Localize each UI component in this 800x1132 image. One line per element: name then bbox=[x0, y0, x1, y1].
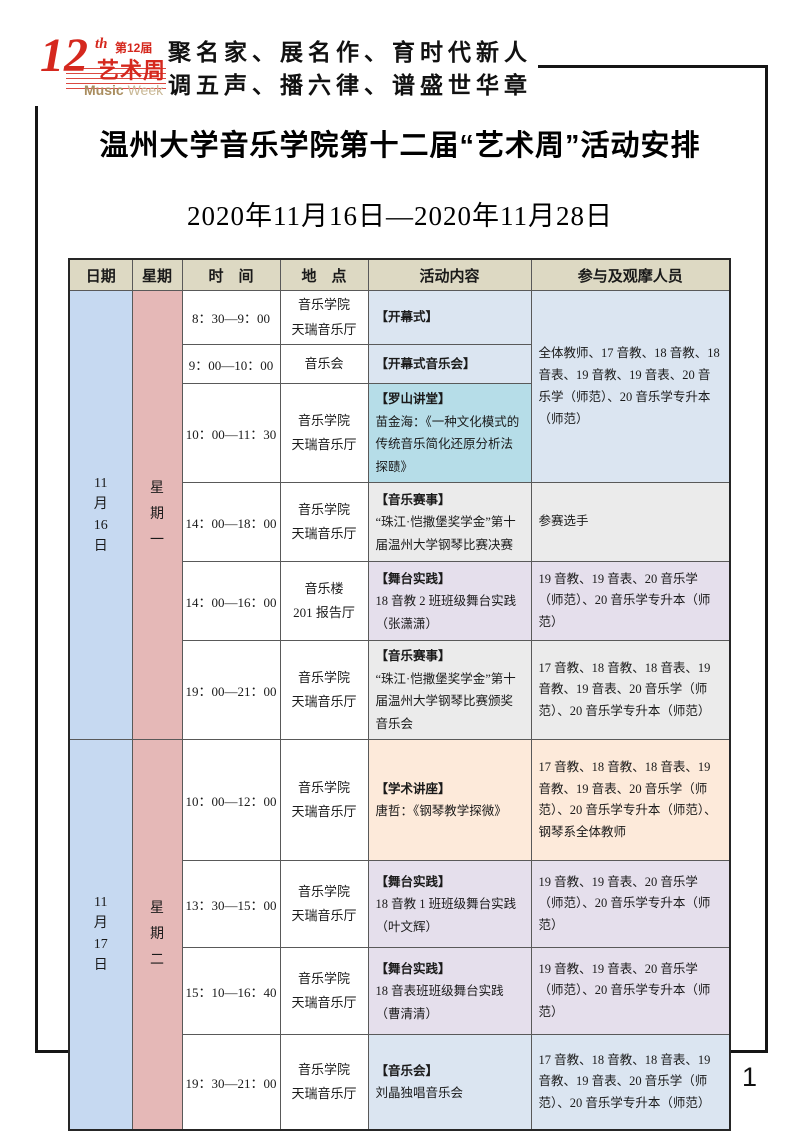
date-cell-nov17: 11 月 17 日 bbox=[68, 739, 133, 1131]
header-participants: 参与及观摩人员 bbox=[530, 258, 731, 291]
logo-name: 艺术周 bbox=[97, 58, 167, 83]
table-header-row: 日期 星期 时 间 地 点 活动内容 参与及观摩人员 bbox=[68, 258, 731, 291]
page-number: 1 bbox=[742, 1062, 758, 1092]
logo-number: 12 bbox=[40, 29, 88, 82]
activity-cell: 【开幕式】 bbox=[367, 289, 532, 346]
header-activity: 活动内容 bbox=[367, 258, 532, 291]
date-cell-nov16: 11 月 16 日 bbox=[68, 289, 133, 741]
schedule-table: 日期 星期 时 间 地 点 活动内容 参与及观摩人员 11 月 16 日 星 期… bbox=[68, 258, 731, 1132]
location-cell: 音乐学院 天瑞音乐厅 bbox=[279, 482, 369, 563]
time-cell: 10：00—12：00 bbox=[181, 739, 281, 862]
time-cell: 9：00—10：00 bbox=[181, 344, 281, 385]
time-cell: 13：30—15：00 bbox=[181, 860, 281, 949]
location-cell: 音乐会 bbox=[279, 344, 369, 385]
header-date: 日期 bbox=[68, 258, 133, 291]
location-cell: 音乐学院 天瑞音乐厅 bbox=[279, 947, 369, 1036]
activity-cell: 【音乐会】 刘晶独唱音乐会 bbox=[367, 1034, 532, 1131]
time-cell: 15：10—16：40 bbox=[181, 947, 281, 1036]
table-row: 10：00—11：30 音乐学院 天瑞音乐厅 【罗山讲堂】 苗金海：《一种文化模… bbox=[69, 383, 730, 484]
header-weekday: 星期 bbox=[131, 258, 183, 291]
motto-line-2: 调五声、播六律、谱盛世华章 bbox=[168, 73, 532, 98]
table-row: 14：00—16：00 音乐楼 201 报告厅 【舞台实践】 18 音教 2 班… bbox=[69, 561, 731, 642]
logo-ordinal: th bbox=[95, 36, 108, 52]
table-row: 9：00—10：00 音乐会 【开幕式音乐会】 bbox=[69, 344, 730, 385]
table-row: 15：10—16：40 音乐学院 天瑞音乐厅 【舞台实践】 18 音表班班级舞台… bbox=[69, 947, 731, 1036]
location-cell: 音乐学院 天瑞音乐厅 bbox=[279, 383, 369, 484]
location-cell: 音乐学院 天瑞音乐厅 bbox=[279, 739, 369, 862]
location-cell: 音乐学院 天瑞音乐厅 bbox=[279, 289, 369, 346]
location-cell: 音乐学院 天瑞音乐厅 bbox=[279, 1034, 369, 1131]
logo-edition: 第12届 bbox=[115, 41, 153, 55]
time-cell: 19：00—21：00 bbox=[181, 640, 281, 741]
participants-cell: 19 音教、19 音表、20 音乐学（师范）、20 音乐学专升本（师范） bbox=[530, 947, 731, 1036]
activity-cell: 【罗山讲堂】 苗金海：《一种文化模式的传统音乐简化还原分析法探赜》 bbox=[367, 383, 532, 484]
participants-cell: 17 音教、18 音教、18 音表、19 音教、19 音表、20 音乐学（师范）… bbox=[530, 640, 731, 741]
time-cell: 8：30—9：00 bbox=[181, 289, 281, 346]
time-cell: 19：30—21：00 bbox=[181, 1034, 281, 1131]
activity-cell: 【舞台实践】 18 音教 1 班班级舞台实践（叶文辉） bbox=[367, 860, 532, 949]
location-cell: 音乐学院 天瑞音乐厅 bbox=[279, 860, 369, 949]
participants-cell: 参赛选手 bbox=[530, 482, 731, 563]
header-time: 时 间 bbox=[181, 258, 281, 291]
table-row: 14：00—18：00 音乐学院 天瑞音乐厅 【音乐赛事】 “珠江·恺撒堡奖学金… bbox=[69, 482, 731, 563]
location-cell: 音乐学院 天瑞音乐厅 bbox=[279, 640, 369, 741]
table-row: 11 月 16 日 星 期 一 8：30—9：00 音乐学院 天瑞音乐厅 【开幕… bbox=[68, 289, 731, 741]
time-cell: 10：00—11：30 bbox=[181, 383, 281, 484]
logo-music-week: Music Week bbox=[84, 82, 163, 98]
activity-cell: 【学术讲座】 唐哲：《钢琴教学探微》 bbox=[367, 739, 532, 862]
music-staff-lines-icon bbox=[66, 68, 166, 89]
participants-cell: 19 音教、19 音表、20 音乐学（师范）、20 音乐学专升本（师范） bbox=[530, 860, 731, 949]
participants-cell: 17 音教、18 音教、18 音表、19 音教、19 音表、20 音乐学（师范）… bbox=[530, 739, 731, 862]
time-cell: 14：00—18：00 bbox=[181, 482, 281, 563]
activity-cell: 【音乐赛事】 “珠江·恺撒堡奖学金”第十届温州大学钢琴比赛颁奖音乐会 bbox=[367, 640, 532, 741]
activity-cell: 【开幕式音乐会】 bbox=[367, 344, 532, 385]
motto-line-1: 聚名家、展名作、育时代新人 bbox=[168, 40, 532, 65]
date-range: 2020年11月16日—2020年11月28日 bbox=[187, 201, 613, 231]
activity-cell: 【音乐赛事】 “珠江·恺撒堡奖学金”第十届温州大学钢琴比赛决赛 bbox=[367, 482, 532, 563]
music-week-logo: 12 th 第12届 艺术周 Music Week bbox=[40, 32, 175, 106]
participants-cell: 17 音教、18 音教、18 音表、19 音教、19 音表、20 音乐学（师范）… bbox=[530, 1034, 731, 1131]
logo-word-music: Music bbox=[84, 82, 124, 98]
participants-cell: 全体教师、17 音教、18 音教、18 音表、19 音教、19 音表、20 音乐… bbox=[530, 289, 731, 484]
weekday-cell-monday: 星 期 一 bbox=[131, 289, 183, 741]
header-location: 地 点 bbox=[279, 258, 369, 291]
activity-cell: 【舞台实践】 18 音教 2 班班级舞台实践（张潇潇） bbox=[367, 561, 532, 642]
activity-cell: 【舞台实践】 18 音表班班级舞台实践（曹清清） bbox=[367, 947, 532, 1036]
time-cell: 14：00—16：00 bbox=[181, 561, 281, 642]
page-title: 温州大学音乐学院第十二届“艺术周”活动安排 bbox=[99, 130, 701, 162]
table-row: 19：00—21：00 音乐学院 天瑞音乐厅 【音乐赛事】 “珠江·恺撒堡奖学金… bbox=[69, 640, 731, 741]
weekday-cell-tuesday: 星 期 二 bbox=[131, 739, 183, 1131]
table-row: 19：30—21：00 音乐学院 天瑞音乐厅 【音乐会】 刘晶独唱音乐会 17 … bbox=[69, 1034, 731, 1131]
table-row: 13：30—15：00 音乐学院 天瑞音乐厅 【舞台实践】 18 音教 1 班班… bbox=[69, 860, 731, 949]
motto-calligraphy: 聚名家、展名作、育时代新人 调五声、播六律、谱盛世华章 bbox=[168, 36, 558, 102]
location-cell: 音乐楼 201 报告厅 bbox=[279, 561, 369, 642]
participants-cell: 19 音教、19 音表、20 音乐学（师范）、20 音乐学专升本（师范） bbox=[530, 561, 731, 642]
logo-word-week: Week bbox=[127, 82, 164, 98]
table-row: 11 月 17 日 星 期 二 10：00—12：00 音乐学院 天瑞音乐厅 【… bbox=[68, 739, 731, 1131]
